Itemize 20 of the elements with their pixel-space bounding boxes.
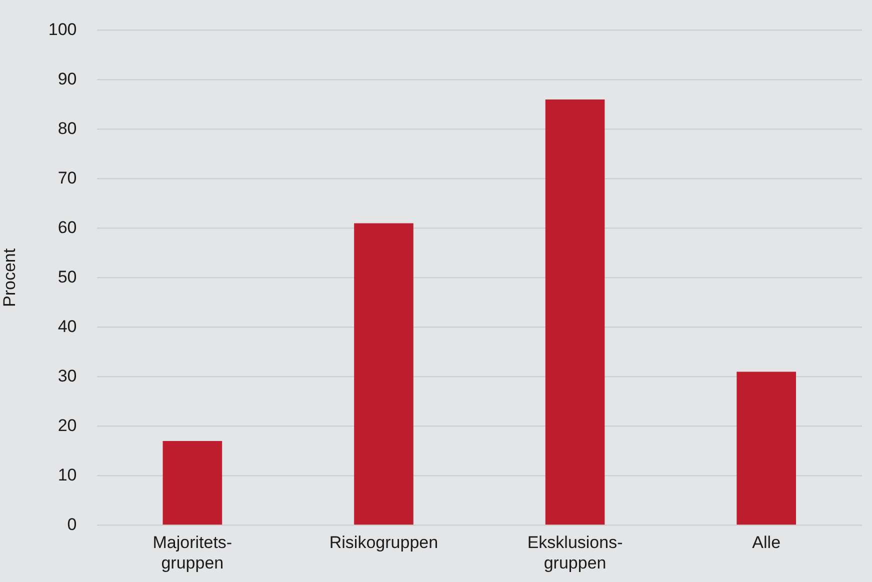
x-tick-label: Majoritets- gruppen xyxy=(152,533,232,572)
y-tick-label: 80 xyxy=(58,118,77,138)
y-tick-label: 10 xyxy=(58,465,77,484)
y-tick-label: 90 xyxy=(58,69,77,88)
x-tick-label: Eksklusions- gruppen xyxy=(527,533,623,572)
x-tick-label: Alle xyxy=(752,533,781,552)
y-tick-label: 50 xyxy=(58,267,77,286)
y-tick-label: 20 xyxy=(58,416,77,435)
bar xyxy=(162,441,222,525)
bar xyxy=(354,223,414,525)
bar xyxy=(736,372,796,525)
y-axis-title: Procent xyxy=(0,248,19,307)
y-tick-label: 0 xyxy=(67,514,77,534)
x-tick-label: Risikogruppen xyxy=(329,533,438,552)
y-tick-label: 70 xyxy=(58,168,77,188)
y-tick-label: 30 xyxy=(58,366,77,386)
y-tick-label: 60 xyxy=(58,218,77,237)
y-tick-label: 40 xyxy=(58,316,77,336)
bar xyxy=(545,100,605,525)
y-tick-label: 100 xyxy=(48,20,77,39)
